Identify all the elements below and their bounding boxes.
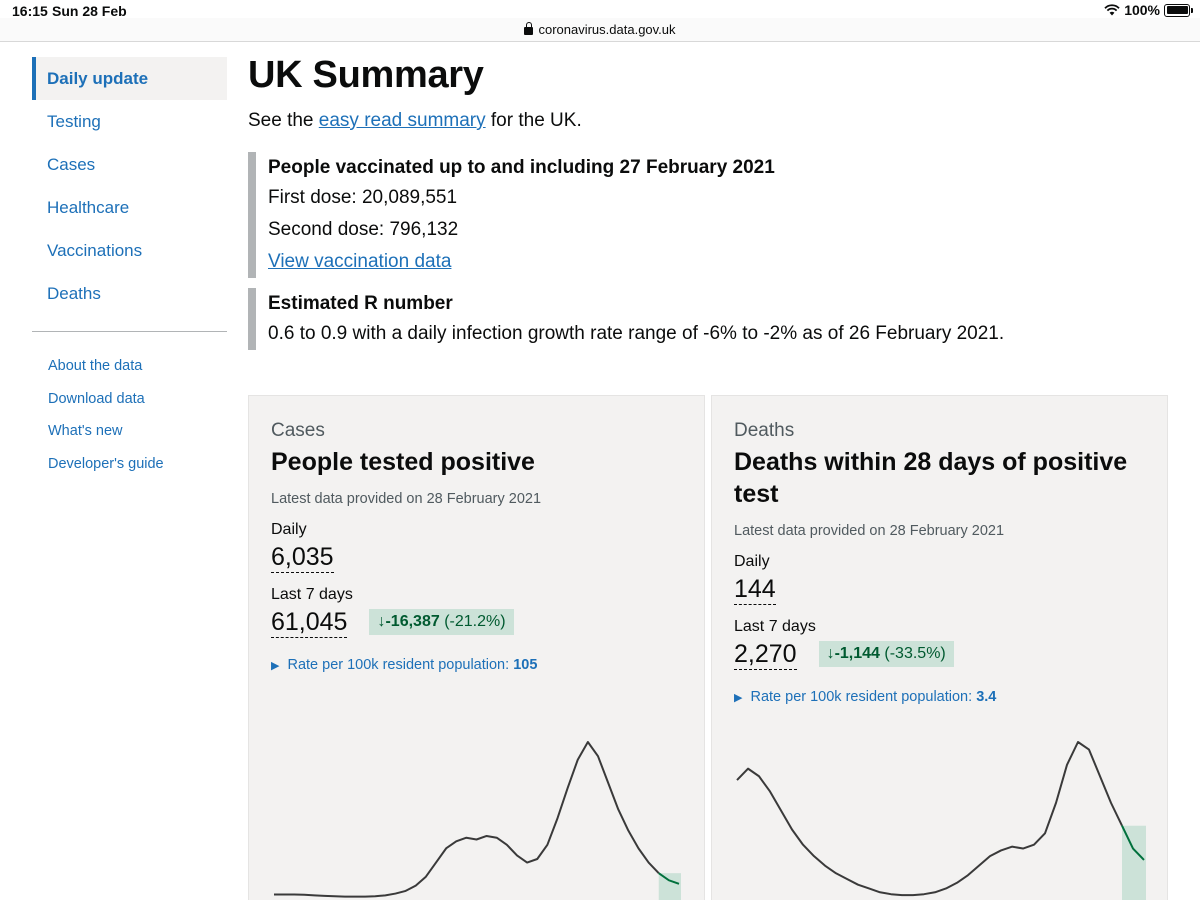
sidebar-divider — [32, 331, 227, 332]
change-badge: ↓-16,387 (-21.2%) — [369, 608, 514, 635]
wifi-icon — [1104, 4, 1120, 16]
card-title[interactable]: People tested positive — [271, 448, 535, 476]
sidebar-item-vaccinations[interactable]: Vaccinations — [47, 241, 143, 260]
sparkline-series — [736, 741, 1123, 897]
sidebar-link-whats-new[interactable]: What's new — [48, 423, 123, 439]
rate-toggle[interactable]: ▶ Rate per 100k resident population: 105 — [271, 656, 682, 675]
summary-cards: Cases People tested positive Latest data… — [248, 395, 1168, 900]
change-percent: (-21.2%) — [444, 612, 506, 630]
intro-before: See the — [248, 110, 319, 131]
r-number-inset: Estimated R number 0.6 to 0.9 with a dai… — [248, 288, 1168, 350]
down-arrow-icon: ↓ — [826, 644, 835, 662]
card-caption: Cases — [271, 420, 325, 441]
status-bar: 16:15 Sun 28 Feb 100% — [0, 0, 1200, 22]
sidebar-link-about-data[interactable]: About the data — [48, 358, 143, 374]
sidebar-nav: Daily update Testing Cases Healthcare Va… — [32, 57, 227, 480]
lock-icon — [524, 21, 534, 35]
easy-read-summary-link[interactable]: easy read summary — [318, 110, 486, 131]
second-dose: Second dose: 796,132 — [268, 219, 459, 240]
down-arrow-icon: ↓ — [377, 612, 386, 630]
page-title: UK Summary — [248, 54, 484, 96]
change-value: -1,144 — [834, 644, 880, 662]
r-number-text: 0.6 to 0.9 with a daily infection growth… — [268, 323, 1005, 344]
daily-label: Daily — [271, 521, 307, 538]
week-row: 61,045 ↓-16,387 (-21.2%) — [271, 605, 682, 638]
triangle-right-icon: ▶ — [271, 660, 280, 672]
status-time: 16:15 — [12, 3, 48, 19]
week-value[interactable]: 61,045 — [271, 608, 348, 638]
latest-data-date: Latest data provided on 28 February 2021 — [271, 491, 542, 507]
vaccination-inset: People vaccinated up to and including 27… — [248, 152, 1168, 278]
change-percent: (-33.5%) — [884, 644, 946, 662]
first-dose: First dose: 20,089,551 — [268, 187, 458, 208]
rate-value: 3.4 — [976, 689, 997, 705]
sidebar-item-daily-update[interactable]: Daily update — [32, 57, 227, 100]
sidebar-link-developers-guide[interactable]: Developer's guide — [48, 455, 164, 472]
deaths-card: Deaths Deaths within 28 days of positive… — [711, 395, 1168, 900]
r-number-heading: Estimated R number — [268, 293, 453, 314]
view-vaccination-data-link[interactable]: View vaccination data — [268, 251, 452, 272]
main-content: UK Summary See the easy read summary for… — [248, 50, 1168, 350]
rate-value: 105 — [513, 657, 538, 673]
cases-card: Cases People tested positive Latest data… — [248, 395, 705, 900]
sidebar-link-download-data[interactable]: Download data — [48, 390, 145, 407]
last-7-days-highlight — [1122, 825, 1146, 900]
rate-label: Rate per 100k resident population: — [750, 689, 973, 705]
sidebar-item-deaths[interactable]: Deaths — [47, 284, 101, 303]
status-date: Sun 28 Feb — [52, 3, 127, 19]
deaths-sparkline — [736, 741, 1146, 900]
card-caption: Deaths — [734, 420, 795, 441]
sparkline-series — [274, 741, 660, 898]
week-value[interactable]: 2,270 — [734, 640, 797, 670]
rate-toggle[interactable]: ▶ Rate per 100k resident population: 3.4 — [734, 688, 1145, 707]
sparkline-recent-series — [658, 872, 680, 885]
card-title[interactable]: Deaths within 28 days of positive test — [734, 448, 1128, 508]
intro-text: See the easy read summary for the UK. — [248, 108, 1168, 134]
cases-sparkline — [274, 741, 681, 900]
url-text: coronavirus.data.gov.uk — [538, 22, 676, 37]
rate-label: Rate per 100k resident population: — [287, 657, 510, 673]
daily-value[interactable]: 144 — [734, 575, 776, 605]
last-7-days-highlight — [658, 873, 681, 900]
sidebar-item-cases[interactable]: Cases — [47, 155, 96, 174]
week-label: Last 7 days — [734, 618, 816, 635]
triangle-right-icon: ▶ — [734, 692, 743, 704]
daily-label: Daily — [734, 553, 770, 570]
vaccination-heading: People vaccinated up to and including 27… — [268, 157, 775, 178]
latest-data-date: Latest data provided on 28 February 2021 — [734, 523, 1005, 539]
status-right: 100% — [1104, 2, 1193, 18]
change-value: -16,387 — [385, 612, 440, 630]
battery-icon — [1164, 3, 1193, 17]
sparkline-recent-series — [1121, 825, 1145, 861]
sidebar-item-testing[interactable]: Testing — [47, 112, 101, 131]
intro-after: for the UK. — [485, 110, 582, 131]
week-label: Last 7 days — [271, 586, 353, 603]
week-row: 2,270 ↓-1,144 (-33.5%) — [734, 637, 1145, 670]
change-badge: ↓-1,144 (-33.5%) — [818, 640, 954, 667]
daily-value[interactable]: 6,035 — [271, 543, 334, 573]
battery-percent: 100% — [1124, 2, 1160, 18]
address-bar[interactable]: coronavirus.data.gov.uk — [0, 18, 1200, 42]
sidebar-item-healthcare[interactable]: Healthcare — [47, 198, 130, 217]
